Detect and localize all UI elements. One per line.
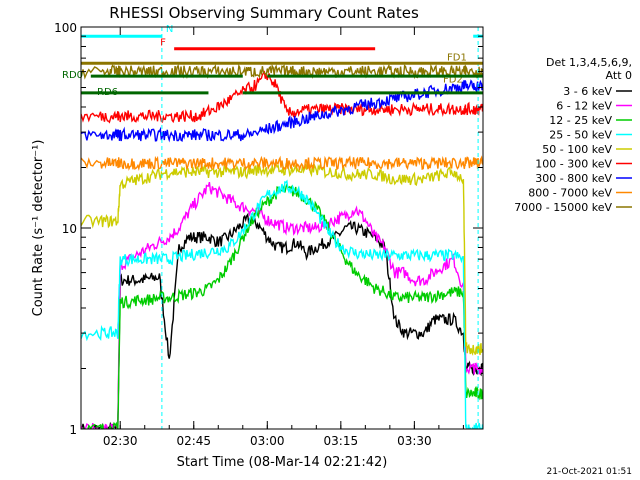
event-bar-label-fd1: FD1 bbox=[447, 52, 467, 63]
legend-label-2: 12 - 25 keV bbox=[549, 114, 612, 127]
legend-label-4: 50 - 100 keV bbox=[542, 143, 612, 156]
legend-header-line-1: Det 1,3,4,5,6,9, bbox=[546, 56, 632, 69]
y-tick-label-2: 100 bbox=[54, 21, 77, 35]
legend: Det 1,3,4,5,6,9, Att 0 3 - 6 keV 6 - 12 k… bbox=[514, 56, 632, 214]
legend-label-0: 3 - 6 keV bbox=[563, 85, 612, 98]
series-line-0 bbox=[81, 212, 483, 429]
y-tick-label-1: 10 bbox=[62, 222, 77, 236]
series-line-3 bbox=[81, 179, 483, 429]
series-layer bbox=[81, 63, 483, 429]
generation-timestamp: 21-Oct-2021 01:51 bbox=[547, 467, 632, 477]
event-bar-label-n: N bbox=[166, 24, 173, 35]
x-tick-label-0: 02:30 bbox=[103, 434, 138, 448]
x-axis-label: Start Time (08-Mar-14 02:21:42) bbox=[177, 455, 388, 470]
series-line-5 bbox=[81, 70, 483, 124]
y-tick-label-0: 1 bbox=[69, 423, 77, 437]
legend-label-3: 25 - 50 keV bbox=[549, 129, 612, 142]
legend-label-5: 100 - 300 keV bbox=[535, 158, 612, 171]
legend-label-7: 800 - 7000 keV bbox=[528, 187, 612, 200]
event-bar-label-rd0: RD0 bbox=[62, 70, 83, 81]
x-tick-label-3: 03:15 bbox=[324, 434, 359, 448]
legend-label-8: 7000 - 15000 keV bbox=[514, 201, 612, 214]
chart-title: RHESSI Observing Summary Count Rates bbox=[109, 4, 419, 22]
series-line-6 bbox=[81, 79, 483, 143]
legend-label-6: 300 - 800 keV bbox=[535, 172, 612, 185]
event-bar-label-f: F bbox=[160, 38, 166, 49]
axes-layer: 02:30 02:45 03:00 03:15 03:30 1 10 100 bbox=[54, 21, 483, 448]
legend-label-1: 6 - 12 keV bbox=[556, 100, 612, 113]
event-bar-label-fd2: FD2 bbox=[443, 75, 463, 86]
series-line-8 bbox=[81, 63, 483, 80]
series-line-4 bbox=[81, 161, 483, 356]
plot-frame bbox=[80, 26, 484, 430]
series-line-7 bbox=[81, 155, 483, 172]
x-tick-label-4: 03:30 bbox=[397, 434, 432, 448]
x-tick-label-2: 03:00 bbox=[250, 434, 285, 448]
event-bar-label-rd6: RD6 bbox=[97, 87, 118, 98]
series-line-2 bbox=[82, 182, 483, 429]
legend-header-line-2: Att 0 bbox=[606, 69, 632, 82]
series-line-1 bbox=[81, 181, 483, 429]
x-tick-label-1: 02:45 bbox=[176, 434, 211, 448]
y-axis-label: Count Rate (s⁻¹ detector⁻¹) bbox=[31, 140, 46, 317]
